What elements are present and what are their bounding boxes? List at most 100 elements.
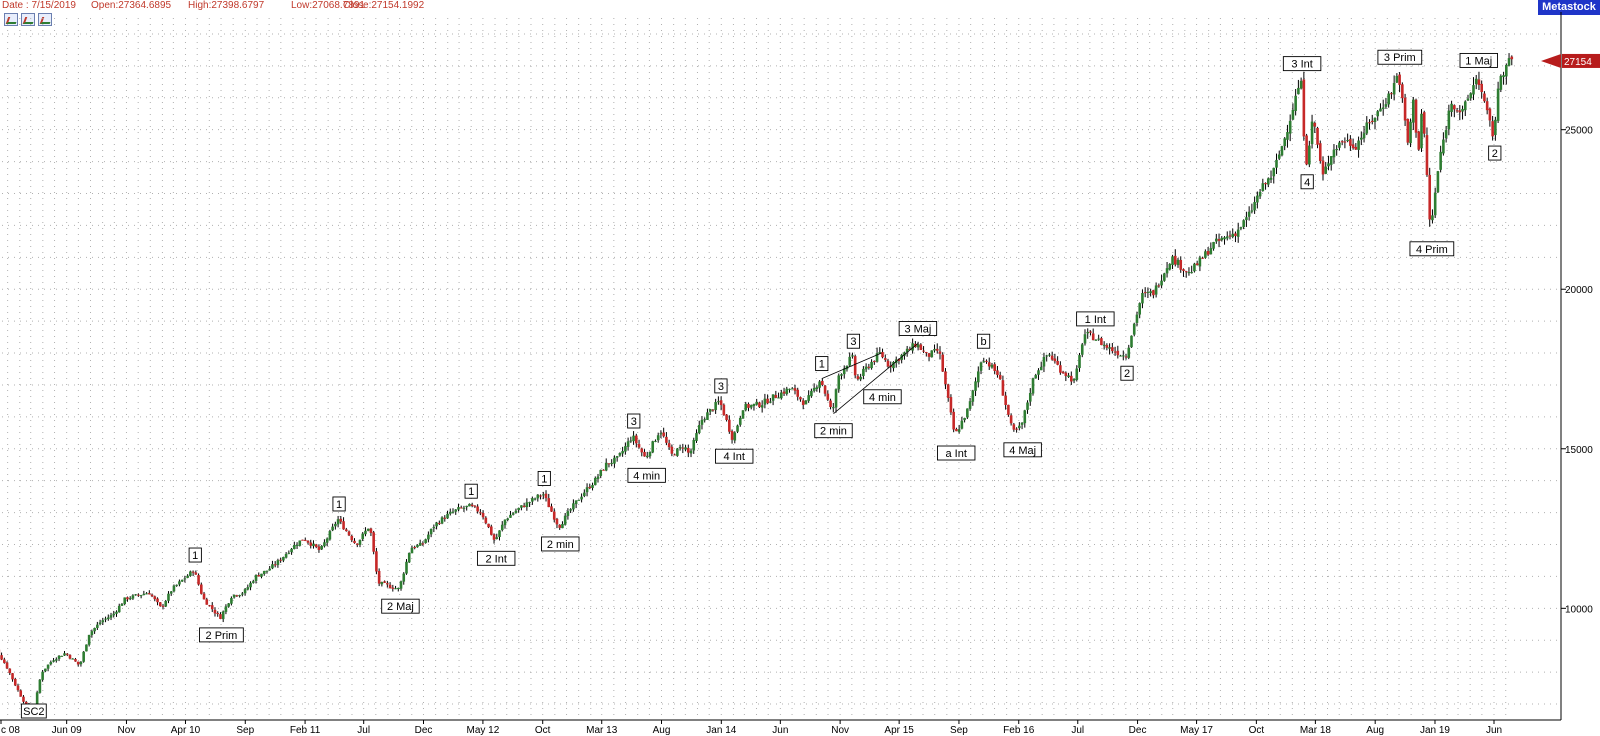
candle-up — [1212, 242, 1215, 249]
candle-up — [514, 510, 518, 513]
candle-up — [971, 390, 975, 402]
candle-up — [498, 530, 501, 538]
candle-up — [1294, 95, 1297, 111]
wave-label: 3 Prim — [1384, 52, 1416, 64]
candle-down — [985, 360, 988, 362]
wave-label-box — [714, 378, 728, 394]
y-tick-label: 10000 — [1565, 604, 1593, 615]
candle-down — [927, 353, 931, 357]
candle-up — [325, 538, 329, 543]
candle-down — [640, 448, 644, 453]
wave-label-box — [20, 703, 47, 719]
candle-up — [848, 356, 852, 366]
candle-down — [758, 402, 761, 408]
x-tick-label: May 12 — [467, 725, 500, 736]
candle-down — [998, 375, 1002, 380]
candle-up — [1392, 82, 1396, 95]
candle-down — [867, 366, 871, 368]
candle-up — [1469, 93, 1473, 99]
chart-tool-icon[interactable] — [38, 13, 52, 26]
x-tick-label: May 17 — [1180, 725, 1213, 736]
candle-up — [1154, 285, 1158, 295]
candle-up — [916, 344, 920, 348]
x-tick-label: Nov — [831, 725, 849, 736]
candle-down — [476, 506, 479, 512]
candle-up — [145, 593, 148, 595]
candle-down — [1390, 93, 1393, 95]
candle-up — [238, 595, 241, 597]
candle-up — [1198, 257, 1202, 267]
wave-label: 2 Int — [485, 553, 506, 565]
candle-up — [104, 618, 107, 620]
candle-down — [1406, 118, 1410, 143]
candle-up — [591, 485, 594, 489]
candle-down — [555, 518, 559, 525]
candle-down — [1428, 174, 1432, 220]
candle-up — [1135, 314, 1139, 323]
candle-up — [117, 605, 121, 613]
candle-up — [583, 492, 586, 497]
zoom-icon[interactable] — [4, 13, 18, 26]
candle-up — [1034, 375, 1038, 379]
candle-down — [279, 559, 282, 561]
candle-up — [1160, 280, 1163, 286]
candle-up — [462, 507, 466, 509]
candle-up — [1242, 220, 1245, 228]
candle-up — [654, 440, 657, 442]
candle-down — [1321, 160, 1325, 175]
candle-up — [864, 366, 868, 370]
candle-up — [697, 425, 701, 433]
candle-down — [1015, 428, 1018, 430]
candle-down — [1422, 112, 1426, 134]
candle-up — [807, 395, 810, 401]
candle-down — [722, 404, 726, 416]
candle-up — [1138, 303, 1142, 315]
candle-up — [265, 570, 269, 572]
wave-label-box — [1076, 311, 1115, 327]
candle-up — [276, 560, 280, 565]
chart-tool-icon[interactable] — [21, 13, 35, 26]
candle-down — [686, 447, 690, 453]
candle-up — [1310, 121, 1314, 145]
wave-label: 1 — [192, 550, 198, 562]
candle-up — [708, 409, 712, 412]
candle-up — [323, 542, 326, 547]
candle-down — [643, 451, 646, 457]
candle-up — [1447, 110, 1451, 130]
candle-down — [1105, 345, 1109, 348]
candle-up — [624, 446, 627, 452]
candle-up — [112, 613, 116, 616]
candle-down — [793, 388, 797, 391]
wave-label-box — [332, 496, 346, 512]
candle-down — [5, 662, 9, 669]
candle-up — [295, 545, 299, 547]
candle-down — [856, 376, 860, 380]
candle-up — [1075, 368, 1079, 380]
candle-down — [552, 511, 556, 520]
candle-up — [536, 494, 540, 499]
x-tick-label: Jun — [1486, 725, 1502, 736]
candle-up — [974, 381, 977, 391]
candle-down — [1089, 331, 1092, 333]
candle-down — [353, 540, 356, 544]
candle-down — [1343, 141, 1347, 143]
candle-down — [1173, 255, 1177, 265]
candle-up — [810, 390, 813, 397]
candle-down — [1116, 350, 1120, 356]
wave-label: 2 Prim — [206, 630, 238, 642]
wave-label: SC2 — [23, 706, 44, 718]
candle-down — [1455, 110, 1459, 112]
candle-down — [369, 528, 373, 533]
candle-up — [186, 575, 189, 578]
candle-down — [987, 362, 991, 367]
candle-down — [1111, 347, 1114, 352]
x-tick-label: Jul — [1071, 725, 1084, 736]
candle-down — [1234, 233, 1237, 237]
candle-down — [1056, 360, 1059, 365]
candle-up — [131, 595, 135, 599]
wave-label-box — [1003, 442, 1042, 458]
candle-up — [1256, 195, 1259, 203]
candle-up — [1097, 338, 1100, 340]
candle-up — [1332, 149, 1336, 158]
